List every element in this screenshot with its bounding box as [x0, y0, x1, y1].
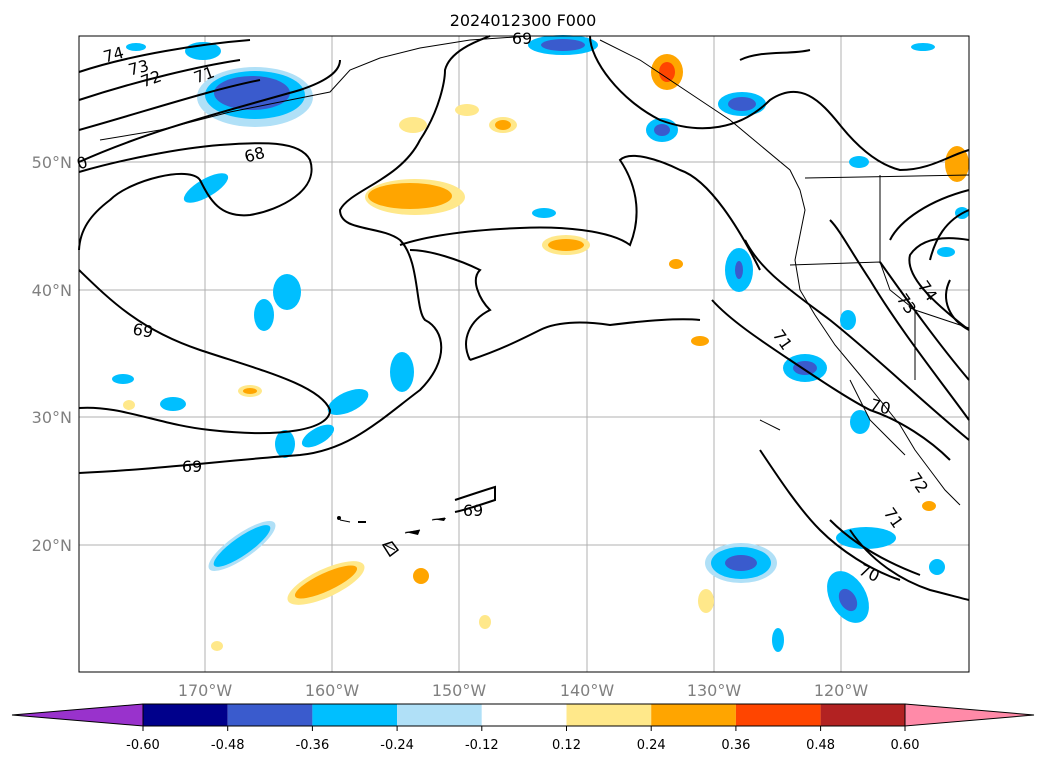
lat-label: 20°N — [32, 536, 72, 555]
colorbar-segment — [397, 704, 482, 726]
colorbar-tick-label: 0.12 — [552, 738, 581, 753]
colorbar-tick-label: 0.48 — [806, 738, 835, 753]
colorbar-segment — [481, 704, 567, 726]
colorbar-tick-label: -0.24 — [380, 738, 414, 753]
colorbar-segment — [312, 704, 398, 726]
contour-label: 69 — [463, 501, 483, 520]
map-panel: 74 73 72 71 0 68 69 69 69 69 71 73 74 70… — [74, 29, 970, 673]
colorbar-segment — [735, 704, 821, 726]
negative-anomaly-fills — [112, 35, 969, 652]
lon-label: 140°W — [560, 681, 615, 700]
colorbar-tick-label: -0.60 — [126, 738, 160, 753]
lon-label: 120°W — [814, 681, 869, 700]
contour-label: 68 — [242, 143, 267, 167]
longitude-labels: 170°W 160°W 150°W 140°W 130°W 120°W — [178, 681, 869, 700]
colorbar-segment — [566, 704, 652, 726]
colorbar-tick-label: 0.60 — [891, 738, 920, 753]
lat-label: 40°N — [32, 281, 72, 300]
colorbar-frame — [142, 703, 906, 727]
colorbar-segment — [651, 704, 736, 726]
contour-label: 69 — [182, 457, 202, 476]
positive-anomaly-fills — [123, 54, 969, 651]
colorbar-segment — [820, 704, 905, 726]
colorbar-segment — [143, 704, 228, 726]
lon-label: 150°W — [432, 681, 487, 700]
lat-label: 30°N — [32, 408, 72, 427]
colorbar-tick-label: -0.36 — [296, 738, 330, 753]
contour-label: 74 — [101, 43, 126, 67]
contour-label: 69 — [131, 319, 154, 341]
map-frame — [78, 35, 970, 673]
contour-label: 69 — [512, 29, 532, 48]
lon-label: 130°W — [687, 681, 742, 700]
hawaii-islands — [337, 516, 446, 558]
colorbar-tick-labels: -0.60 -0.48 -0.36 -0.24 -0.12 0.12 0.24 … — [126, 738, 919, 753]
colorbar-extend-min — [11, 703, 144, 727]
figure-title: 2024012300 F000 — [450, 11, 597, 30]
lon-label: 160°W — [305, 681, 360, 700]
colorbar: -0.60 -0.48 -0.36 -0.24 -0.12 0.12 0.24 … — [11, 703, 1035, 753]
colorbar-ticks — [142, 726, 906, 731]
colorbar-segment — [227, 704, 313, 726]
contour-lines — [78, 35, 970, 601]
colorbar-tick-label: 0.36 — [721, 738, 750, 753]
graticule — [79, 36, 969, 672]
contour-label: 70 — [868, 395, 893, 419]
latitude-labels: 50°N 40°N 30°N 20°N — [32, 153, 72, 555]
lon-label: 170°W — [178, 681, 233, 700]
colorbar-extend-max — [904, 703, 1035, 727]
colorbar-tick-label: -0.12 — [465, 738, 499, 753]
contour-label: 73 — [126, 56, 151, 80]
lat-label: 50°N — [32, 153, 72, 172]
colorbar-tick-label: 0.24 — [637, 738, 666, 753]
colorbar-tick-label: -0.48 — [211, 738, 245, 753]
